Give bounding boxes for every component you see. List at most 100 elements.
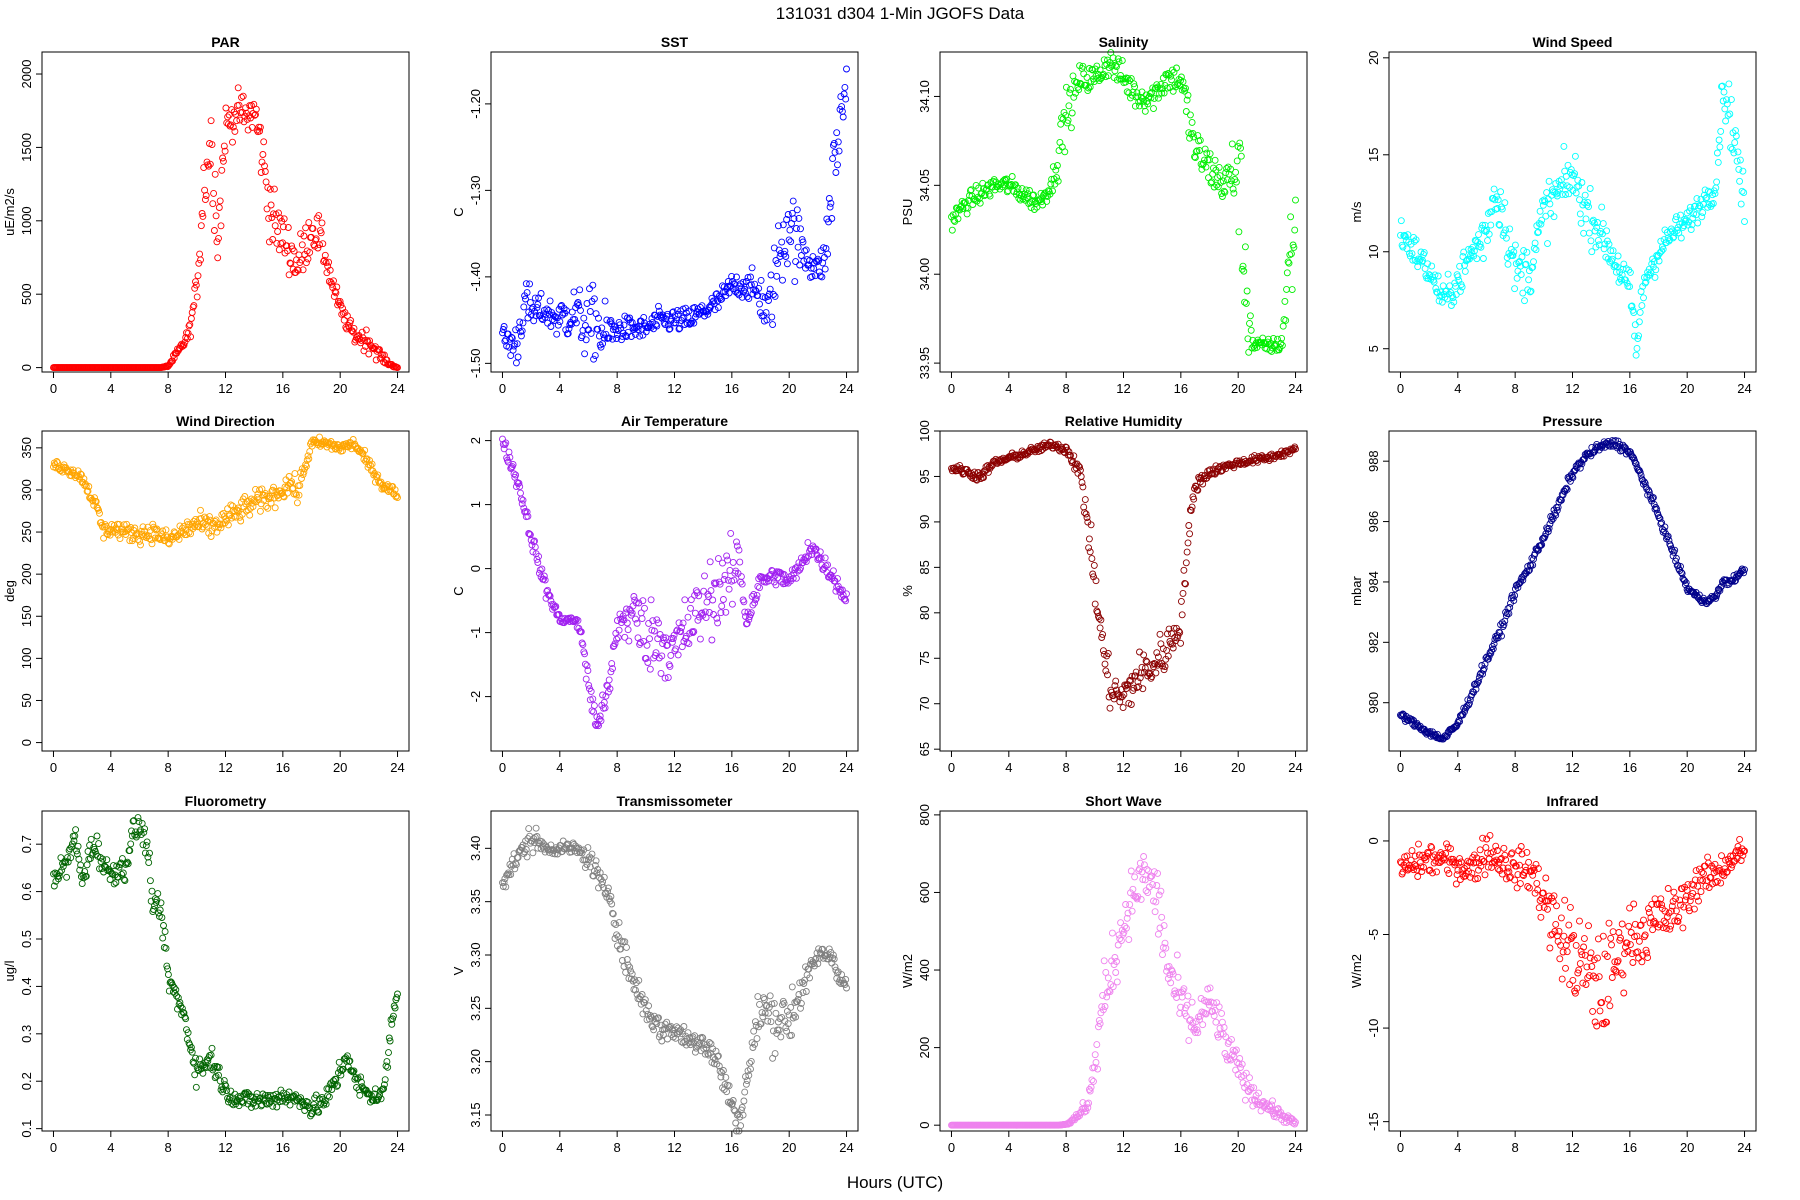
data-point (824, 250, 832, 258)
data-point (781, 247, 789, 255)
data-point (198, 210, 206, 217)
data-point (766, 285, 774, 293)
y-tick-label: 20 (1366, 51, 1381, 65)
data-point (1702, 194, 1710, 202)
data-point (581, 322, 589, 329)
data-point (273, 1103, 281, 1111)
data-point (586, 285, 593, 293)
data-point (592, 722, 600, 729)
data-point (1014, 184, 1022, 192)
data-point (1727, 96, 1735, 104)
data-point (286, 1101, 294, 1109)
data-point (196, 250, 204, 258)
data-point (1637, 288, 1645, 295)
data-point (1539, 201, 1547, 209)
data-point (512, 359, 520, 367)
data-point (1182, 108, 1190, 115)
x-tick-label: 8 (1512, 381, 1519, 396)
data-point (1187, 507, 1195, 514)
data-point (499, 326, 507, 333)
data-point (1498, 632, 1505, 640)
data-point (584, 844, 592, 852)
data-point (237, 517, 245, 525)
data-point (1044, 187, 1052, 195)
data-point (1022, 186, 1030, 194)
plot-frame (1388, 51, 1757, 373)
y-tick-label: 0 (917, 1122, 932, 1129)
data-point (1219, 177, 1227, 185)
data-point (728, 272, 736, 280)
x-tick-label: 20 (1231, 381, 1245, 396)
data-point (750, 1027, 758, 1035)
data-point (729, 558, 737, 566)
data-point (1288, 286, 1296, 294)
data-point (1182, 84, 1189, 92)
data-point (1506, 225, 1514, 233)
data-point (606, 318, 614, 326)
data-point (799, 238, 807, 246)
data-point (707, 1040, 715, 1048)
data-point (609, 909, 616, 917)
data-point (759, 1013, 767, 1021)
data-point (783, 1027, 791, 1035)
data-point (712, 290, 720, 298)
data-point (1100, 957, 1108, 965)
data-point (1221, 1050, 1229, 1057)
data-point (690, 319, 698, 327)
data-point (610, 919, 618, 927)
x-tick-label: 8 (165, 1140, 172, 1155)
data-point (304, 255, 312, 263)
y-tick-label: 33.95 (917, 347, 932, 380)
data-point (1156, 630, 1164, 638)
data-point (1232, 168, 1240, 176)
data-point (1264, 338, 1272, 346)
data-point (808, 551, 816, 558)
data-point (1610, 263, 1618, 271)
data-point (1104, 650, 1112, 657)
data-point (1571, 152, 1579, 160)
data-point (394, 990, 401, 998)
data-point (1672, 554, 1680, 562)
data-point (1184, 992, 1192, 1000)
data-point (1135, 683, 1143, 691)
data-point (666, 325, 674, 333)
data-point (538, 838, 546, 846)
data-point (251, 111, 259, 119)
data-point (826, 203, 834, 211)
data-point (1099, 1006, 1107, 1014)
data-point (76, 866, 84, 874)
data-point (1662, 530, 1670, 538)
data-point (298, 241, 306, 249)
data-point (325, 258, 333, 266)
data-point (301, 465, 309, 473)
x-tick-label: 24 (390, 381, 404, 396)
data-point (604, 884, 612, 892)
data-point (77, 861, 85, 869)
data-point (1090, 1063, 1098, 1071)
common-x-axis-label: Hours (UTC) (847, 1173, 943, 1192)
data-point (531, 294, 539, 302)
data-point (1458, 283, 1466, 291)
data-point (165, 540, 173, 548)
data-point (1514, 584, 1522, 592)
data-point (769, 291, 777, 298)
data-point (366, 1090, 374, 1098)
data-point (1114, 941, 1122, 949)
data-point (729, 1097, 737, 1104)
data-point (1117, 919, 1125, 927)
data-point (357, 1078, 365, 1086)
data-point (1456, 287, 1464, 295)
data-point (719, 559, 726, 567)
data-point (800, 980, 808, 987)
data-point (152, 526, 160, 534)
data-point (1159, 944, 1167, 952)
data-points (948, 438, 1299, 712)
data-point (1124, 75, 1132, 82)
data-point (242, 104, 250, 112)
data-point (250, 1099, 258, 1107)
data-point (1283, 285, 1290, 293)
data-point (1642, 278, 1650, 286)
data-point (189, 303, 197, 311)
data-point (1067, 451, 1074, 459)
